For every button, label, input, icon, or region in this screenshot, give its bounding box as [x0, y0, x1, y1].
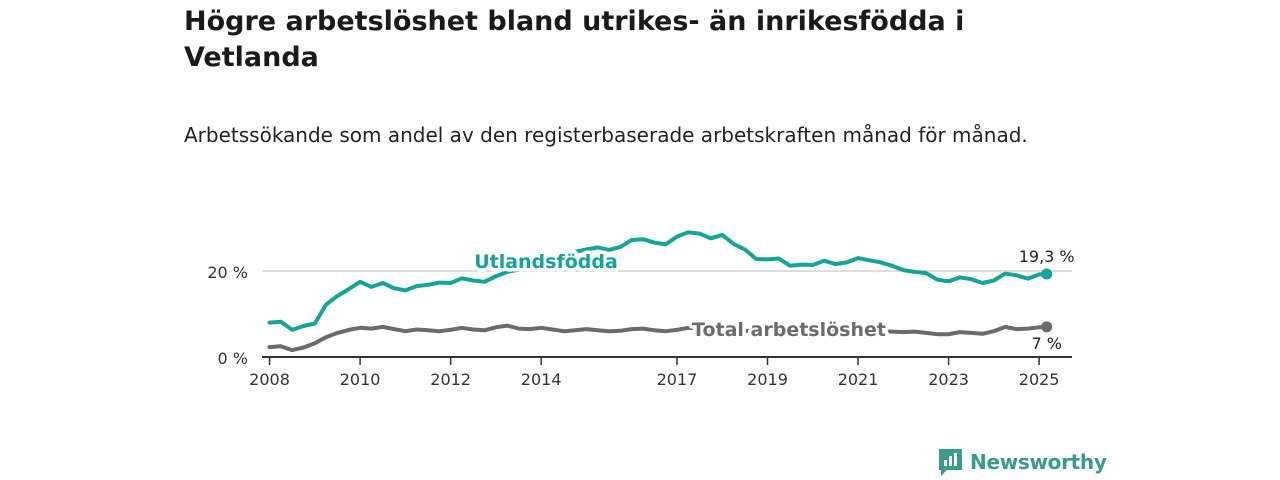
series-label-total: Total arbetslöshet: [692, 319, 886, 341]
series-line-1: [267, 323, 1049, 353]
y-axis-ticks: 0 % 20 %: [207, 263, 248, 368]
x-tick-label: 2014: [521, 370, 562, 389]
x-tick-label: 2010: [340, 370, 381, 389]
newsworthy-logo[interactable]: Newsworthy: [937, 447, 1107, 477]
x-tick-label: 2012: [430, 370, 471, 389]
series-labels: Utlandsfödda Total arbetslöshet 19,3 % 7 %: [471, 247, 1075, 353]
series-end-point-0: [1041, 268, 1053, 280]
series-lines: [267, 230, 1053, 353]
y-tick-label: 0 %: [218, 349, 248, 368]
x-tick-label: 2017: [657, 370, 698, 389]
end-value-label-utlandsfodda: 19,3 %: [1019, 247, 1075, 266]
line-chart: 0 % 20 % 2008 2010 2012 2014 2017 2019 2021 2023…: [207, 230, 1075, 389]
series-end-point-1: [1041, 321, 1053, 333]
newsworthy-logo-icon: [939, 449, 962, 476]
chart-subtitle: Arbetssökande som andel av den registerb…: [184, 123, 1028, 147]
series-label-utlandsfodda: Utlandsfödda: [474, 251, 618, 273]
x-axis: 2008 2010 2012 2014 2017 2019 2021 2023 2025: [249, 356, 1072, 389]
x-tick-label: 2019: [747, 370, 788, 389]
newsworthy-logo-text: Newsworthy: [970, 450, 1107, 474]
x-tick-label: 2023: [928, 370, 969, 389]
x-tick-label: 2021: [838, 370, 879, 389]
y-tick-label: 20 %: [207, 263, 248, 282]
x-tick-label: 2008: [249, 370, 290, 389]
x-tick-label: 2025: [1019, 370, 1060, 389]
chart-title: Högre arbetslöshet bland utrikes- än inr…: [184, 6, 965, 73]
series-line-0: [267, 230, 1049, 332]
end-value-label-total: 7 %: [1031, 334, 1061, 353]
